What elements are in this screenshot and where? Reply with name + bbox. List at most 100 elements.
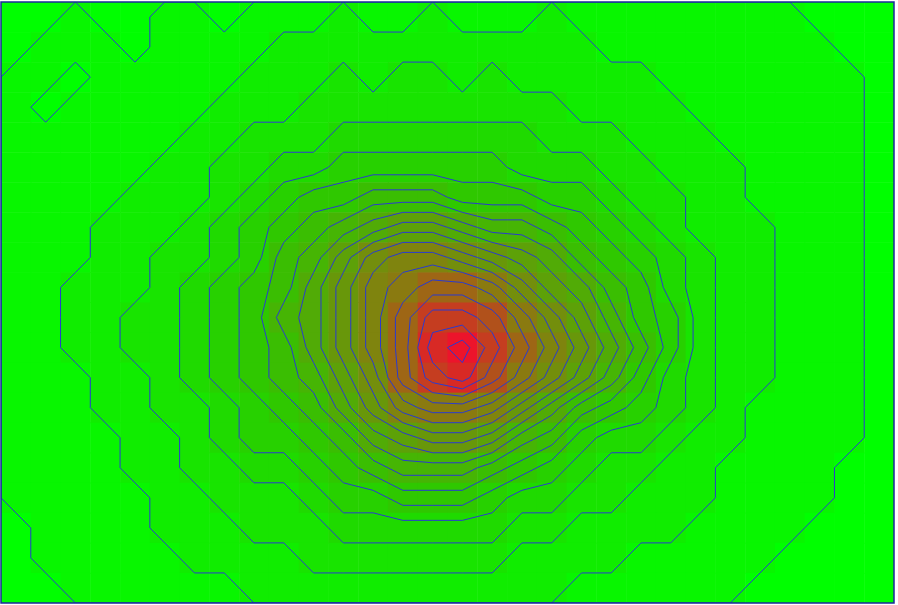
cell (61, 182, 91, 213)
cell (388, 152, 418, 183)
cell (150, 303, 180, 334)
cell (715, 2, 745, 33)
cell (715, 62, 745, 93)
cell (90, 453, 120, 484)
cell (180, 453, 210, 484)
cell (864, 122, 894, 153)
cell (686, 272, 716, 303)
cell (507, 453, 537, 484)
cell (715, 182, 745, 213)
cell (626, 573, 656, 603)
cell (358, 2, 388, 33)
cell (31, 453, 61, 484)
cell (209, 423, 239, 454)
contour-chart (0, 0, 898, 605)
cell (834, 122, 864, 153)
cell (448, 242, 478, 273)
cell (805, 92, 835, 123)
cell (61, 393, 91, 424)
cell (209, 393, 239, 424)
cell (180, 483, 210, 514)
cell (1, 182, 31, 213)
cell (656, 483, 686, 514)
cell (656, 453, 686, 484)
cell (328, 92, 358, 123)
cell (209, 2, 239, 33)
cell (477, 272, 507, 303)
cell (328, 453, 358, 484)
cell (626, 333, 656, 364)
cell (31, 393, 61, 424)
cell (269, 573, 299, 603)
cell (477, 333, 507, 364)
cell (239, 92, 269, 123)
cell (834, 453, 864, 484)
cell (656, 62, 686, 93)
cell (180, 573, 210, 603)
cell (715, 423, 745, 454)
cell (864, 212, 894, 243)
cell (864, 303, 894, 334)
cell (477, 513, 507, 544)
cell (418, 393, 448, 424)
cell (209, 513, 239, 544)
cell (448, 182, 478, 213)
cell (448, 272, 478, 303)
cell (686, 122, 716, 153)
cell (686, 152, 716, 183)
cell (656, 92, 686, 123)
cell (448, 32, 478, 63)
cell (239, 333, 269, 364)
cell (567, 212, 597, 243)
cell (775, 573, 805, 603)
cell (686, 513, 716, 544)
contour-line (351, 242, 574, 432)
cell (180, 363, 210, 394)
cell (239, 483, 269, 514)
cell (567, 242, 597, 273)
cell (864, 543, 894, 574)
cell (418, 543, 448, 574)
cell (1, 303, 31, 334)
cell (358, 182, 388, 213)
cell (745, 272, 775, 303)
cell (209, 303, 239, 334)
cell (269, 152, 299, 183)
cell (715, 152, 745, 183)
cell (507, 272, 537, 303)
cell (775, 423, 805, 454)
cell (805, 393, 835, 424)
cell (120, 543, 150, 574)
cell (90, 242, 120, 273)
cell (239, 393, 269, 424)
cell (567, 363, 597, 394)
cell (537, 92, 567, 123)
cell (596, 543, 626, 574)
cell (745, 2, 775, 33)
cell (864, 272, 894, 303)
contour-line (239, 175, 663, 506)
cell (269, 272, 299, 303)
cell (31, 573, 61, 603)
cell (715, 393, 745, 424)
cell (269, 62, 299, 93)
cell (864, 2, 894, 33)
cell (596, 573, 626, 603)
cell (656, 152, 686, 183)
cell (686, 573, 716, 603)
cell (150, 182, 180, 213)
cell (299, 393, 329, 424)
cell (31, 303, 61, 334)
cell (805, 333, 835, 364)
cell (1, 2, 31, 33)
cell (507, 393, 537, 424)
cell (834, 242, 864, 273)
cell (596, 483, 626, 514)
cell (477, 182, 507, 213)
cell (745, 483, 775, 514)
cell (745, 242, 775, 273)
cell (656, 513, 686, 544)
plot-frame (1, 2, 894, 603)
cell (418, 122, 448, 153)
cell (596, 182, 626, 213)
